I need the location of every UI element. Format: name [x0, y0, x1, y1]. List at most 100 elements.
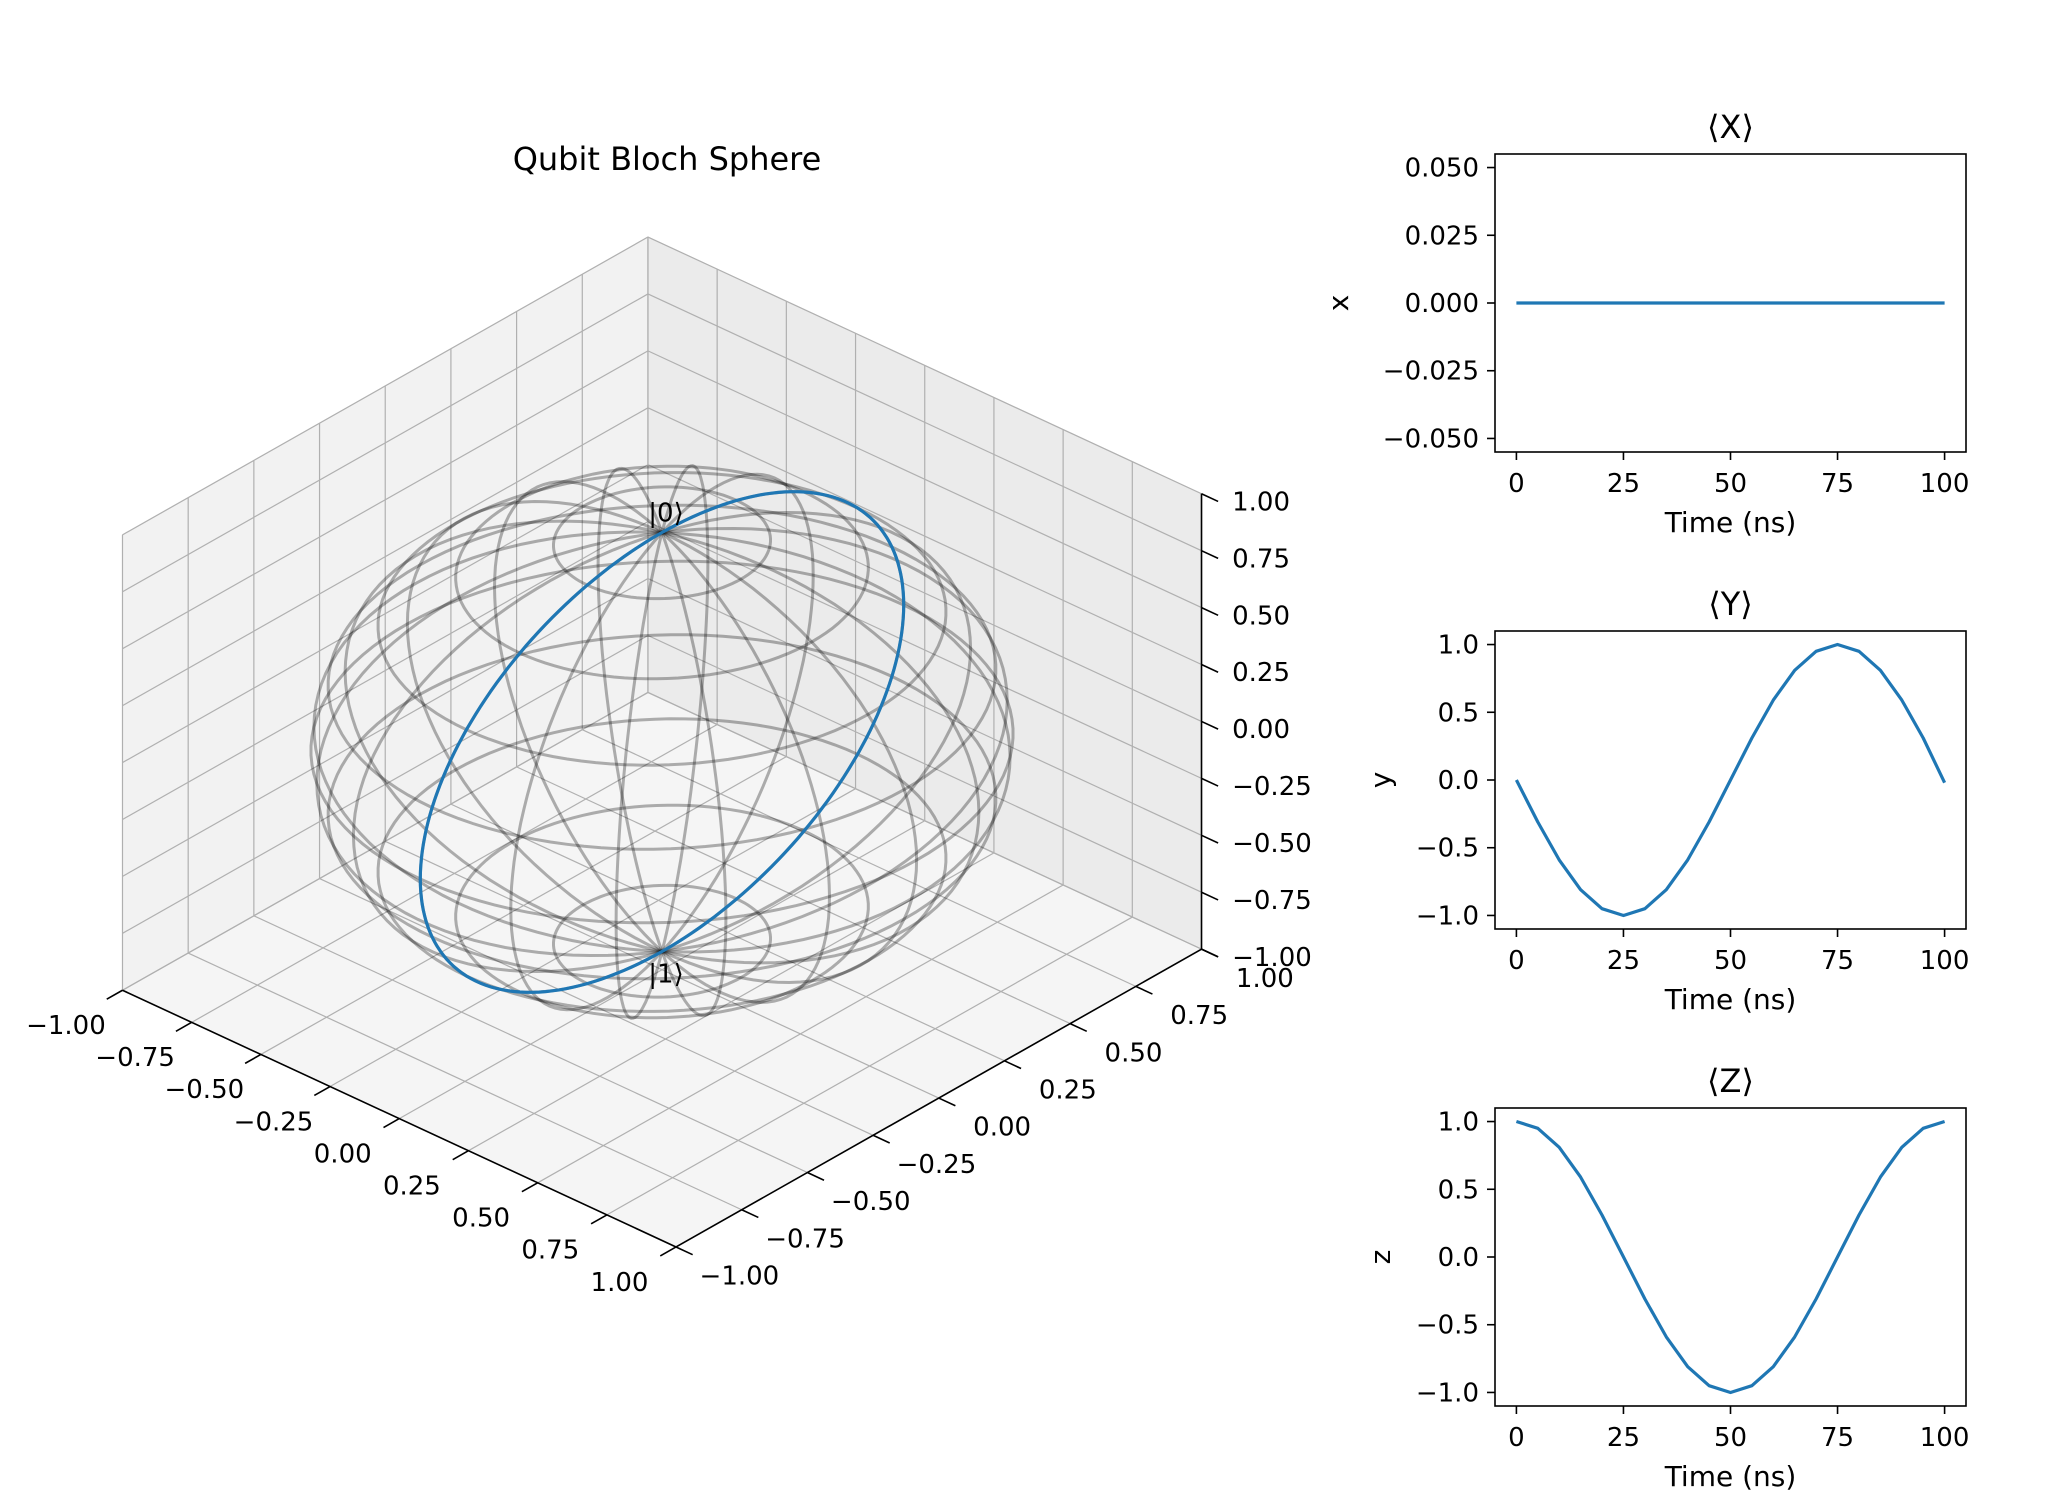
x-tick-label: 100 [1920, 1423, 1970, 1453]
x-tick [521, 1182, 539, 1193]
x-tick [383, 1117, 400, 1129]
x-tick [313, 1085, 331, 1097]
panel-title: ⟨Y⟩ [1708, 585, 1753, 623]
x-tick-label: 25 [1607, 946, 1640, 976]
state-label: |1⟩ [648, 959, 683, 989]
y-tick-label: −1.0 [1416, 1378, 1479, 1408]
sphere-latitude [454, 803, 870, 1020]
gridline [384, 840, 940, 1099]
z-tick-label: 0.00 [1232, 715, 1290, 745]
y-tick-label: 0.5 [1438, 1175, 1479, 1205]
x-axis-label: Time (ns) [1664, 1460, 1797, 1493]
state-label: |0⟩ [648, 499, 683, 529]
x-tick-label: 100 [1920, 469, 1970, 499]
y-tick-label: 0.00 [973, 1113, 1031, 1143]
z-tick [1201, 606, 1219, 617]
series-line [1514, 642, 1947, 918]
series-line [1515, 1119, 1946, 1395]
x-tick-label: 0 [1508, 946, 1525, 976]
gridline [122, 293, 649, 593]
y-tick [1004, 1060, 1022, 1070]
panel-title: ⟨Z⟩ [1707, 1062, 1754, 1100]
panel-3: 0 25 50 75 100 −1.0 −0.5 0.0 0.5 1.0 Time (ns) z ⟨Z⟩ [1364, 1062, 1969, 1493]
y-tick-label: −0.5 [1416, 1311, 1479, 1341]
x-tick-label: 75 [1821, 1423, 1854, 1453]
z-tick [1201, 777, 1219, 787]
sphere-latitude [326, 503, 998, 851]
x-tick-label: 1.00 [591, 1268, 649, 1298]
y-tick-label: −1.00 [700, 1262, 780, 1292]
panel-2: 0 25 50 75 100 −1.0 −0.5 0.0 0.5 1.0 Time (ns) y ⟨Y⟩ [1364, 585, 1969, 1016]
gridline [122, 407, 649, 707]
x-axis-label: Time (ns) [1664, 983, 1797, 1016]
y-axis-label: y [1364, 772, 1397, 789]
sphere-latitude [552, 883, 772, 999]
x-tick-label: 0.75 [521, 1236, 579, 1266]
x-tick [590, 1214, 608, 1225]
x-tick-label: 100 [1920, 946, 1970, 976]
y-tick-label: −0.025 [1383, 357, 1479, 387]
y-tick [1069, 1022, 1088, 1033]
x-tick-label: 50 [1714, 469, 1747, 499]
y-tick-label: −0.050 [1383, 424, 1479, 454]
state-trajectory [418, 490, 906, 994]
x-tick [244, 1053, 262, 1065]
panel-1: 0 25 50 75 100 −0.050 −0.025 0.000 0.025 0.050 Tim… [1322, 108, 1969, 539]
x-tick-label: 0.25 [383, 1171, 441, 1201]
y-axis-line [675, 948, 1202, 1248]
y-tick-label: 0.75 [1170, 1001, 1228, 1031]
x-tick-label: −0.75 [95, 1043, 175, 1073]
z-tick [1201, 891, 1219, 901]
y-tick [1135, 985, 1153, 995]
y-tick [938, 1097, 956, 1107]
y-tick-label: 0.5 [1438, 698, 1479, 728]
z-tick-label: 0.75 [1232, 544, 1290, 574]
gridline [582, 729, 1137, 987]
gridline [537, 884, 1064, 1184]
y-tick-label: −0.75 [765, 1224, 845, 1254]
y-tick-label: 0.050 [1405, 154, 1479, 184]
gridline [647, 407, 1202, 666]
y-tick [872, 1134, 891, 1144]
y-tick-label: 1.00 [1236, 964, 1294, 994]
z-tick-label: −0.25 [1232, 772, 1312, 802]
x-tick-label: 0 [1508, 1423, 1525, 1453]
y-tick [741, 1209, 759, 1219]
gridline [647, 691, 1202, 950]
z-tick [1201, 720, 1219, 730]
x-tick-label: −1.00 [26, 1011, 106, 1041]
y-tick-label: 0.0 [1438, 1243, 1479, 1273]
y-axis-label: z [1364, 1250, 1397, 1265]
sphere-latitude [326, 633, 998, 981]
gridline [516, 766, 1071, 1025]
gridline [647, 293, 1202, 552]
z-tick-label: −0.50 [1232, 829, 1312, 859]
gridline [122, 350, 649, 650]
z-tick-label: 1.00 [1232, 487, 1290, 517]
gridline [606, 916, 1133, 1216]
z-tick-label: −0.75 [1232, 886, 1312, 916]
gridline [122, 464, 649, 764]
x-tick-label: 0.00 [314, 1139, 372, 1169]
x-axis-label: Time (ns) [1664, 506, 1797, 539]
x-tick [659, 1246, 677, 1257]
y-tick-label: 0.0 [1438, 766, 1479, 796]
panel-title: ⟨X⟩ [1707, 108, 1754, 146]
plot-frame [1494, 1107, 1967, 1407]
y-tick-label: 0.000 [1405, 289, 1479, 319]
sphere-latitude [376, 717, 948, 1013]
expectation-value-panels: 0 25 50 75 100−0.050−0.0250.0000.0250.050Tim… [1322, 108, 1969, 1493]
x-tick-label: 25 [1607, 469, 1640, 499]
z-tick [1201, 834, 1219, 844]
sphere-latitude [552, 485, 772, 601]
gridline [468, 852, 995, 1152]
gridline [450, 803, 1005, 1062]
z-tick-label: 0.50 [1232, 601, 1290, 631]
y-tick [675, 1246, 693, 1256]
y-tick-label: −1.0 [1416, 901, 1479, 931]
sphere-latitude [454, 464, 870, 681]
bloch-title: Qubit Bloch Sphere [513, 140, 822, 178]
z-tick-label: −1.00 [1232, 943, 1312, 973]
x-tick-label: 50 [1714, 1423, 1747, 1453]
z-tick-label: 0.25 [1232, 658, 1290, 688]
